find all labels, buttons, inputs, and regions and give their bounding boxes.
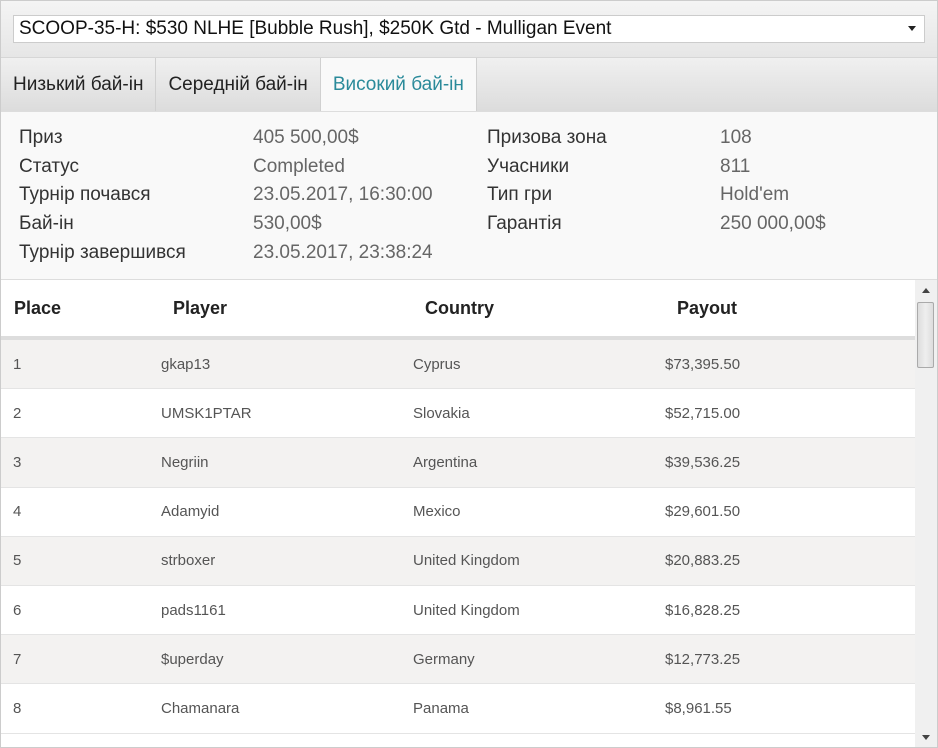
cell-place: 1 [13,355,22,373]
header-player[interactable]: Player [173,297,228,318]
cell-player: Adamyid [161,503,220,521]
info-value: 530,00$ [253,213,322,235]
cell-country: Slovakia [413,404,470,422]
tab-medium-buyin[interactable]: Середній бай-ін [156,58,321,111]
cell-player: pads1161 [161,601,226,619]
cell-player: Chamanara [161,699,240,717]
table-row[interactable]: 8 Chamanara Panama $8,961.55 [1,684,915,734]
cell-payout: $29,601.50 [665,503,741,521]
tournament-select-value: SCOOP-35-H: $530 NLHE [Bubble Rush], $25… [19,18,612,39]
info-value: 23.05.2017, 23:38:24 [253,241,433,263]
info-label: Турнір завершився [19,241,186,263]
cell-country: Cyprus [413,355,461,373]
info-value: 250 000,00$ [720,213,826,235]
header-country[interactable]: Country [425,297,494,318]
cell-country: United Kingdom [413,601,520,619]
tournament-info: Приз 405 500,00$ Статус Completed Турнір поч… [1,112,937,280]
info-value: 23.05.2017, 16:30:00 [253,184,433,206]
info-label: Призова зона [487,127,607,148]
cell-payout: $8,961.55 [665,699,732,717]
table-row[interactable]: 6 pads1161 United Kingdom $16,828.25 [1,586,915,636]
tab-low-buyin[interactable]: Низький бай-ін [1,58,157,111]
cell-place: 2 [13,404,22,422]
info-label: Турнір почався [19,184,151,206]
cell-payout: $52,715.00 [665,404,741,422]
cell-place: 4 [13,503,22,521]
cell-payout: $20,883.25 [665,552,741,570]
cell-player: UMSK1PTAR [161,404,252,422]
scroll-down-button[interactable] [915,727,937,747]
table-row[interactable]: 5 strboxer United Kingdom $20,883.25 [1,536,915,586]
table-row[interactable]: 3 Negriin Argentina $39,536.25 [1,438,915,488]
cell-place: 5 [13,552,22,570]
scrollbar-thumb[interactable] [917,302,934,368]
info-value: 405 500,00$ [253,127,359,148]
table-row[interactable]: 4 Adamyid Mexico $29,601.50 [1,488,915,537]
header-place[interactable]: Place [14,297,62,318]
table-header: Place Player Country Payout [1,280,915,340]
header-payout[interactable]: Payout [677,297,738,318]
tab-high-buyin[interactable]: Високий бай-ін [320,58,477,111]
scrollbar[interactable] [915,280,937,747]
info-label: Приз [19,127,63,148]
info-value: Hold'em [720,184,790,206]
info-value: 108 [720,127,752,148]
info-label: Гарантія [487,213,562,235]
cell-country: Argentina [413,453,478,471]
cell-payout: $12,773.25 [665,650,741,668]
info-value: 811 [720,155,751,177]
cell-payout: $73,395.50 [665,355,741,373]
info-value: Completed [253,155,345,177]
info-label: Бай-ін [19,213,74,235]
table-row[interactable]: 7 $uperday Germany $12,773.25 [1,635,915,685]
buyin-tabs: Низький бай-ін Середній бай-ін Високий б… [1,58,937,112]
info-label: Учасники [487,155,570,177]
chevron-down-icon [908,26,916,31]
cell-player: gkap13 [161,355,211,373]
table-row[interactable]: 2 UMSK1PTAR Slovakia $52,715.00 [1,389,915,439]
cell-place: 7 [13,650,22,668]
arrow-down-icon [922,735,930,740]
table-row[interactable]: 1 gkap13 Cyprus $73,395.50 [1,340,915,390]
cell-payout: $16,828.25 [665,601,741,619]
cell-place: 8 [13,699,22,717]
cell-country: United Kingdom [413,552,520,570]
cell-place: 3 [13,453,22,471]
info-label: Тип гри [487,184,553,206]
cell-player: Negriin [161,453,209,471]
cell-country: Germany [413,650,475,668]
arrow-up-icon [922,288,930,293]
cell-country: Mexico [413,503,461,521]
cell-player: $uperday [161,650,224,668]
table-body: 1 gkap13 Cyprus $73,395.50 2 UMSK1PTAR S… [1,340,915,734]
info-label: Статус [19,155,80,177]
results-table: Place Player Country Payout 1 gkap13 Cyp… [1,280,915,747]
cell-payout: $39,536.25 [665,453,741,471]
cell-player: strboxer [161,552,216,570]
tournament-select[interactable]: SCOOP-35-H: $530 NLHE [Bubble Rush], $25… [13,15,925,43]
scroll-up-button[interactable] [915,280,937,300]
cell-place: 6 [13,601,22,619]
cell-country: Panama [413,699,469,717]
header: SCOOP-35-H: $530 NLHE [Bubble Rush], $25… [1,1,937,58]
